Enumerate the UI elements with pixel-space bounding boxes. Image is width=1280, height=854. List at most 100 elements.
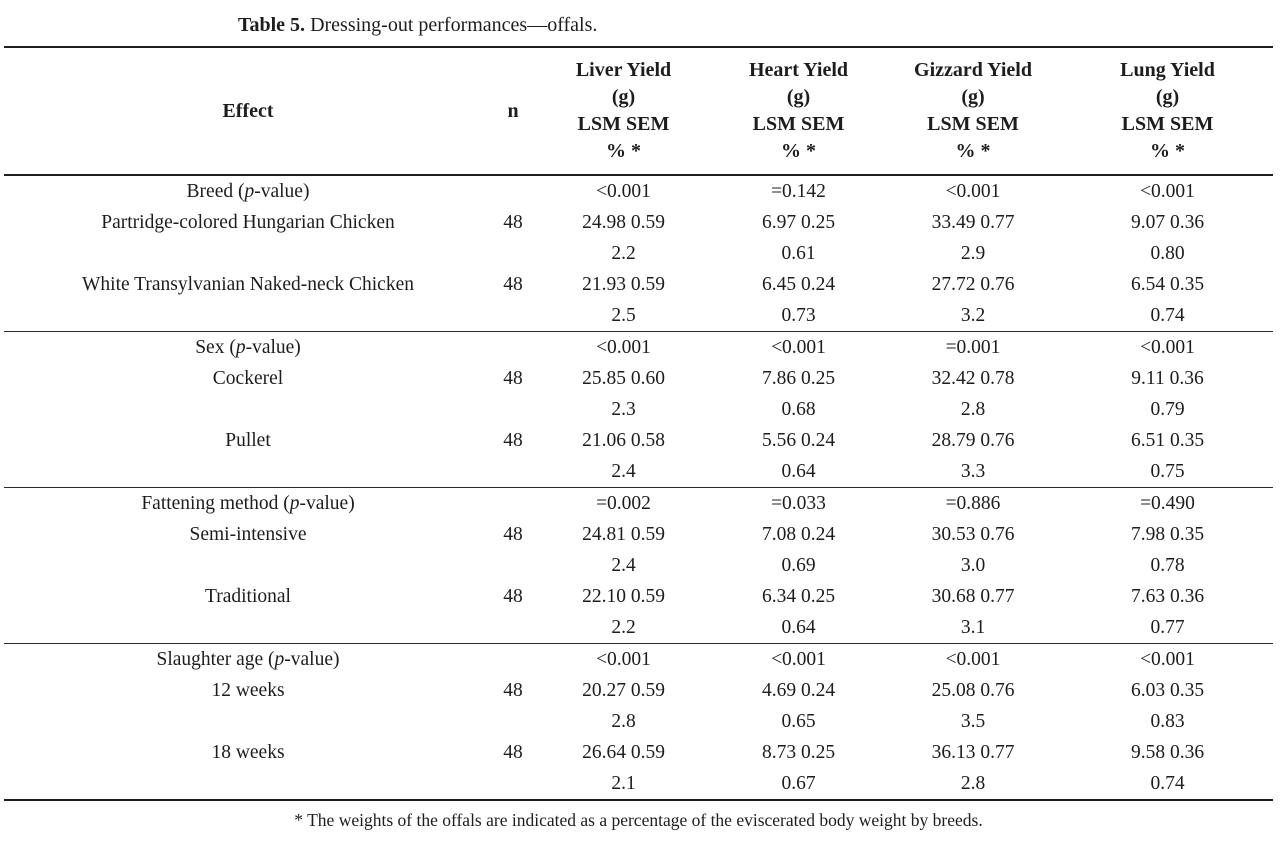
section-label-pre: Sex ( [195,337,236,358]
effect-level-cell: Cockerel [212,368,284,389]
p-value-row: Slaughter age (p-value) <0.001 <0.001 <0… [4,644,1273,676]
percent-row: 2.2 0.64 3.1 0.77 [4,612,1273,644]
lsm-sem-cell: 6.54 0.35 [1130,274,1205,295]
section-label-pre: Breed ( [186,181,245,202]
effect-level-cell: Semi-intensive [189,524,307,545]
p-value-row: Sex (p-value) <0.001 <0.001 =0.001 <0.00… [4,332,1273,364]
section-slaughter-age: Slaughter age (p-value) <0.001 <0.001 <0… [4,643,1273,801]
p-value-cell: =0.002 [596,493,651,514]
lsm-sem-row: Cockerel 48 25.85 0.60 7.86 0.25 32.42 0… [4,363,1273,394]
effect-level-cell: Pullet [225,430,271,451]
effect-level-cell: White Transylvanian Naked-neck Chicken [82,274,414,295]
effect-empty-cell [4,300,492,332]
lsm-sem-cell: 30.53 0.76 [931,524,1015,545]
header-heart-line3: LSM SEM [752,113,845,135]
lsm-sem-cell: 36.13 0.77 [931,742,1015,763]
effect-empty-cell [4,456,492,488]
header-effect: Effect [222,99,274,122]
percent-cell: 0.67 [781,773,816,794]
lsm-sem-row: 12 weeks 48 20.27 0.59 4.69 0.24 25.08 0… [4,675,1273,706]
lsm-sem-cell: 30.68 0.77 [931,586,1015,607]
percent-cell: 2.2 [611,243,636,264]
table-header: Effect n Liver Yield (g) LSM SEM % * Hea… [4,47,1273,175]
lsm-sem-row: Pullet 48 21.06 0.58 5.56 0.24 28.79 0.7… [4,425,1273,456]
lsm-sem-cell: 4.69 0.24 [761,680,836,701]
n-cell: 48 [503,680,523,701]
lsm-sem-cell: 33.49 0.77 [931,212,1015,233]
lsm-sem-cell: 6.45 0.24 [761,274,836,295]
percent-cell: 2.9 [960,243,986,264]
header-heart-line4: % * [781,140,816,162]
p-value-cell: =0.001 [945,337,1001,358]
section-label-p: p [274,649,285,670]
p-value-row: Fattening method (p-value) =0.002 =0.033… [4,488,1273,520]
percent-cell: 2.1 [611,773,636,794]
percent-cell: 0.83 [1150,711,1185,732]
section-label-post: -value) [284,649,340,670]
lsm-sem-row: White Transylvanian Naked-neck Chicken 4… [4,269,1273,300]
header-gizzard-line1: Gizzard Yield [914,59,1032,81]
p-value-cell: <0.001 [596,649,651,670]
header-heart-line2: (g) [786,86,811,108]
header-lung-line1: Lung Yield [1120,59,1215,81]
lsm-sem-cell: 24.81 0.59 [582,524,665,545]
section-label-cell: Breed (p-value) [4,175,492,207]
header-lung-yield: Lung Yield (g) LSM SEM % * [1062,47,1273,175]
header-liver-line1: Liver Yield [575,59,672,81]
header-liver-line3: LSM SEM [577,113,670,135]
lsm-sem-cell: 25.08 0.76 [931,680,1015,701]
table-caption: Table 5. Dressing-out performances—offal… [238,14,1280,46]
section-sex: Sex (p-value) <0.001 <0.001 =0.001 <0.00… [4,331,1273,488]
percent-cell: 0.61 [781,243,816,264]
lsm-sem-cell: 24.98 0.59 [582,212,665,233]
percent-cell: 3.2 [960,305,986,326]
n-cell-empty [492,238,534,269]
effect-empty-cell [4,706,492,737]
effect-level-cell: 12 weeks [211,680,285,701]
header-gizzard-line3: LSM SEM [927,113,1019,135]
percent-cell: 3.5 [960,711,986,732]
section-label-cell: Slaughter age (p-value) [4,644,492,676]
lsm-sem-cell: 6.51 0.35 [1130,430,1205,451]
header-heart-yield: Heart Yield (g) LSM SEM % * [713,47,884,175]
lsm-sem-cell: 9.07 0.36 [1130,212,1205,233]
section-fattening-method: Fattening method (p-value) =0.002 =0.033… [4,487,1273,644]
percent-row: 2.4 0.64 3.3 0.75 [4,456,1273,488]
table-caption-label: Table 5. [238,14,306,36]
percent-cell: 3.0 [960,555,986,576]
p-value-row: Breed (p-value) <0.001 =0.142 <0.001 <0.… [4,175,1273,207]
lsm-sem-row: Semi-intensive 48 24.81 0.59 7.08 0.24 3… [4,519,1273,550]
n-cell-empty [492,394,534,425]
p-value-cell: =0.886 [945,493,1001,514]
lsm-sem-cell: 27.72 0.76 [931,274,1015,295]
p-value-cell: <0.001 [1140,181,1195,202]
section-label-p: p [289,493,300,514]
lsm-sem-cell: 22.10 0.59 [582,586,665,607]
n-cell: 48 [503,430,523,451]
percent-cell: 2.5 [611,305,636,326]
section-label-p: p [244,181,255,202]
section-label-post: -value) [254,181,310,202]
header-heart-line1: Heart Yield [748,59,849,81]
lsm-sem-cell: 21.93 0.59 [582,274,665,295]
effect-empty-cell [4,550,492,581]
section-label-post: -value) [299,493,355,514]
percent-row: 2.1 0.67 2.8 0.74 [4,768,1273,800]
header-lung-line4: % * [1150,140,1185,162]
lsm-sem-cell: 9.58 0.36 [1130,742,1205,763]
n-cell: 48 [503,274,523,295]
p-value-cell: <0.001 [945,181,1001,202]
percent-cell: 0.65 [781,711,816,732]
n-cell-empty [492,768,534,800]
lsm-sem-row: Partridge-colored Hungarian Chicken 48 2… [4,207,1273,238]
percent-cell: 0.64 [781,461,816,482]
percent-row: 2.2 0.61 2.9 0.80 [4,238,1273,269]
lsm-sem-cell: 7.86 0.25 [761,368,836,389]
table-footnote: * The weights of the offals are indicate… [294,810,983,830]
p-value-cell: <0.001 [945,649,1001,670]
p-value-cell: =0.142 [771,181,826,202]
percent-row: 2.3 0.68 2.8 0.79 [4,394,1273,425]
lsm-sem-cell: 6.03 0.35 [1130,680,1205,701]
percent-cell: 2.8 [960,399,986,420]
header-row: Effect n Liver Yield (g) LSM SEM % * Hea… [4,47,1273,175]
